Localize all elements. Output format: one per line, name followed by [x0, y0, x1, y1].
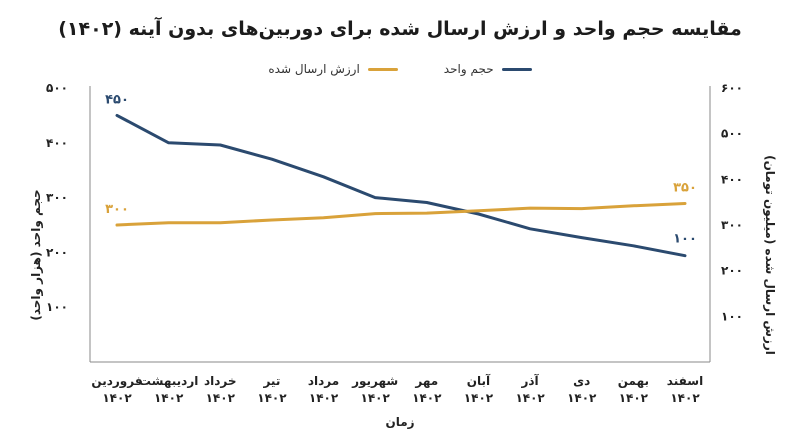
x-tick-year: ۱۴۰۲	[412, 391, 442, 405]
x-tick-year: ۱۴۰۲	[309, 391, 339, 405]
legend-swatch-value	[367, 67, 398, 71]
legend: حجم واحد ارزش ارسال شده	[0, 62, 800, 76]
data-label: ۴۵۰	[105, 92, 129, 107]
x-tick-label: مرداد	[308, 374, 339, 388]
chart-title: مقایسه حجم واحد و ارزش ارسال شده برای دو…	[58, 18, 742, 40]
x-tick-label: اردیبهشت	[139, 374, 198, 388]
x-tick-label: تیر	[262, 374, 280, 388]
right-tick-label: ۴۰۰	[721, 172, 743, 186]
left-tick-label: ۵۰۰	[46, 81, 68, 95]
left-tick-label: ۲۰۰	[46, 245, 68, 259]
x-tick-year: ۱۴۰۲	[464, 391, 494, 405]
x-tick-label: آذر	[520, 373, 539, 388]
x-tick-label: بهمن	[618, 374, 649, 388]
left-axis-title: حجم واحد (هزار واحد)	[29, 189, 44, 320]
x-tick-year: ۱۴۰۲	[154, 391, 184, 405]
x-tick-label: فروردین	[91, 374, 142, 389]
legend-label-value: ارزش ارسال شده	[268, 62, 360, 76]
legend-label-volume: حجم واحد	[443, 62, 494, 76]
series-line-0	[115, 113, 687, 258]
x-tick-label: خرداد	[204, 374, 237, 388]
x-tick-year: ۱۴۰۲	[670, 391, 700, 405]
legend-swatch-volume	[501, 67, 532, 71]
data-label: ۳۰۰	[105, 202, 129, 217]
right-tick-label: ۶۰۰	[721, 81, 743, 95]
x-tick-year: ۱۴۰۲	[206, 391, 236, 405]
x-tick-year: ۱۴۰۲	[361, 391, 391, 405]
left-tick-label: ۱۰۰	[46, 300, 68, 314]
x-tick-label: آبان	[467, 373, 491, 388]
right-tick-label: ۲۰۰	[721, 264, 743, 278]
right-tick-label: ۳۰۰	[721, 218, 743, 232]
x-tick-year: ۱۴۰۲	[619, 391, 649, 405]
data-label: ۳۵۰	[673, 181, 697, 196]
x-tick-label: دی	[573, 374, 590, 388]
right-tick-label: ۵۰۰	[721, 127, 743, 141]
x-tick-year: ۱۴۰۲	[567, 391, 597, 405]
data-label: ۱۰۰	[673, 232, 697, 247]
left-tick-label: ۳۰۰	[46, 191, 68, 205]
x-tick-year: ۱۴۰۲	[102, 391, 132, 405]
series-line-1	[115, 202, 687, 227]
right-axis-title: ارزش ارسال شده (میلیون تومان)	[762, 155, 777, 355]
x-tick-year: ۱۴۰۲	[515, 391, 545, 405]
legend-item-value: ارزش ارسال شده	[268, 62, 398, 76]
x-tick-label: اسفند	[667, 374, 703, 388]
legend-item-volume: حجم واحد	[444, 62, 532, 76]
x-tick-label: شهریور	[351, 374, 398, 389]
x-tick-label: مهر	[414, 374, 438, 388]
x-tick-year: ۱۴۰۲	[257, 391, 287, 405]
right-tick-label: ۱۰۰	[721, 309, 743, 323]
x-axis-title: زمان	[385, 415, 414, 429]
left-tick-label: ۴۰۰	[46, 136, 68, 150]
